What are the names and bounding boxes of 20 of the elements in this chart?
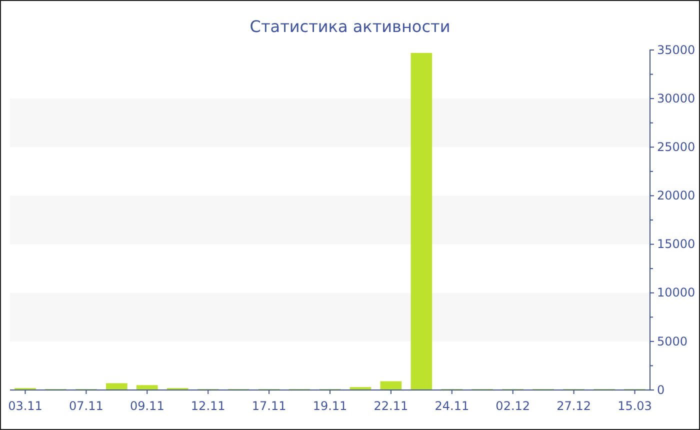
y-tick-label: 5000 xyxy=(657,334,688,348)
y-tick-label: 30000 xyxy=(657,91,696,106)
x-tick-label: 03.11 xyxy=(8,399,42,414)
x-tick-label: 27.12 xyxy=(556,399,591,414)
x-tick-label: 07.11 xyxy=(69,399,104,414)
x-tick-label: 22.11 xyxy=(374,399,408,414)
x-tick-label: 12.11 xyxy=(190,399,226,414)
y-tick-label: 20000 xyxy=(657,188,696,203)
y-tick-label: 10000 xyxy=(657,286,696,300)
y-tick-label: 15000 xyxy=(657,237,696,252)
x-tick-label: 19.11 xyxy=(312,399,348,414)
y-tick-label: 0 xyxy=(657,382,665,397)
x-tick-label: 15.03 xyxy=(618,399,652,414)
x-tick-label: 02.12 xyxy=(496,399,530,414)
chart-title: Статистика активности xyxy=(250,17,450,36)
x-tick-label: 09.11 xyxy=(130,399,164,414)
x-tick-label: 17.11 xyxy=(252,399,286,414)
y-tick-label: 25000 xyxy=(657,140,696,154)
x-tick-label: 24.11 xyxy=(434,399,470,414)
y-tick-label: 35000 xyxy=(657,42,696,57)
